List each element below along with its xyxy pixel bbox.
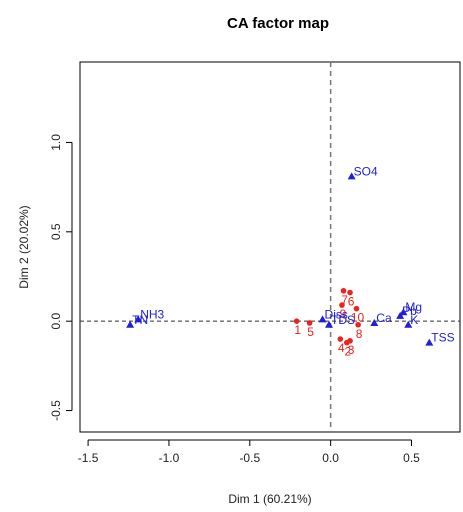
row-point-label: 1 — [294, 323, 301, 337]
row-point — [293, 318, 300, 324]
column-point — [318, 315, 327, 323]
column-point-label: Mg — [405, 300, 422, 314]
row-point-label: 2 — [344, 345, 351, 359]
row-point-label: 9 — [340, 307, 347, 321]
x-tick-label: 0.0 — [322, 451, 339, 465]
column-point-label: SO4 — [354, 164, 378, 178]
row-point — [337, 336, 344, 342]
column-point-label: Ca — [376, 311, 392, 325]
row-point-label: 4 — [338, 341, 345, 355]
column-point — [325, 320, 334, 328]
row-point-label: 8 — [356, 327, 363, 341]
row-point — [355, 321, 361, 328]
column-point — [126, 320, 135, 328]
row-point — [353, 305, 360, 312]
column-point — [399, 308, 408, 316]
y-tick-label: 1.0 — [49, 134, 63, 151]
column-point — [134, 315, 143, 323]
row-point — [347, 289, 353, 296]
column-point-label: Diss — [325, 307, 348, 321]
row-point — [340, 287, 347, 294]
column-point-label: K — [410, 313, 418, 327]
y-tick-label: 0.0 — [49, 313, 63, 330]
column-point — [370, 318, 379, 326]
x-tick-label: -1.5 — [78, 451, 99, 465]
column-point-label: TSS — [431, 331, 454, 345]
column-point-label: NH3 — [140, 307, 164, 321]
y-axis-label: Dim 2 (20.02%) — [17, 205, 31, 288]
x-tick-label: -1.0 — [159, 451, 180, 465]
x-tick-label: 0.5 — [403, 451, 420, 465]
row-point-label: 3 — [348, 343, 355, 357]
y-axis: -0.5 0.0 0.5 1.0 — [49, 134, 73, 421]
column-point-label: TDS — [331, 313, 355, 327]
x-tick-label: -0.5 — [239, 451, 260, 465]
y-tick-label: 0.5 — [49, 223, 63, 240]
row-point-label: 6 — [348, 295, 355, 309]
row-point-label: 5 — [307, 325, 314, 339]
chart-title: CA factor map — [227, 15, 329, 32]
column-point — [347, 172, 356, 180]
column-point-label: TN — [132, 313, 148, 327]
row-point — [306, 320, 313, 326]
row-point — [347, 338, 353, 344]
plot-frame — [79, 61, 461, 433]
row-point-label: 7 — [341, 293, 348, 307]
y-tick-label: -0.5 — [49, 400, 63, 421]
row-point-label: 10 — [351, 311, 365, 325]
column-point — [404, 320, 413, 328]
row-point — [339, 302, 345, 308]
column-point — [425, 338, 434, 346]
x-axis-label: Dim 1 (60.21%) — [228, 492, 311, 506]
x-axis: -1.5 -1.0 -0.5 0.0 0.5 — [78, 439, 420, 465]
column-point — [396, 311, 405, 319]
